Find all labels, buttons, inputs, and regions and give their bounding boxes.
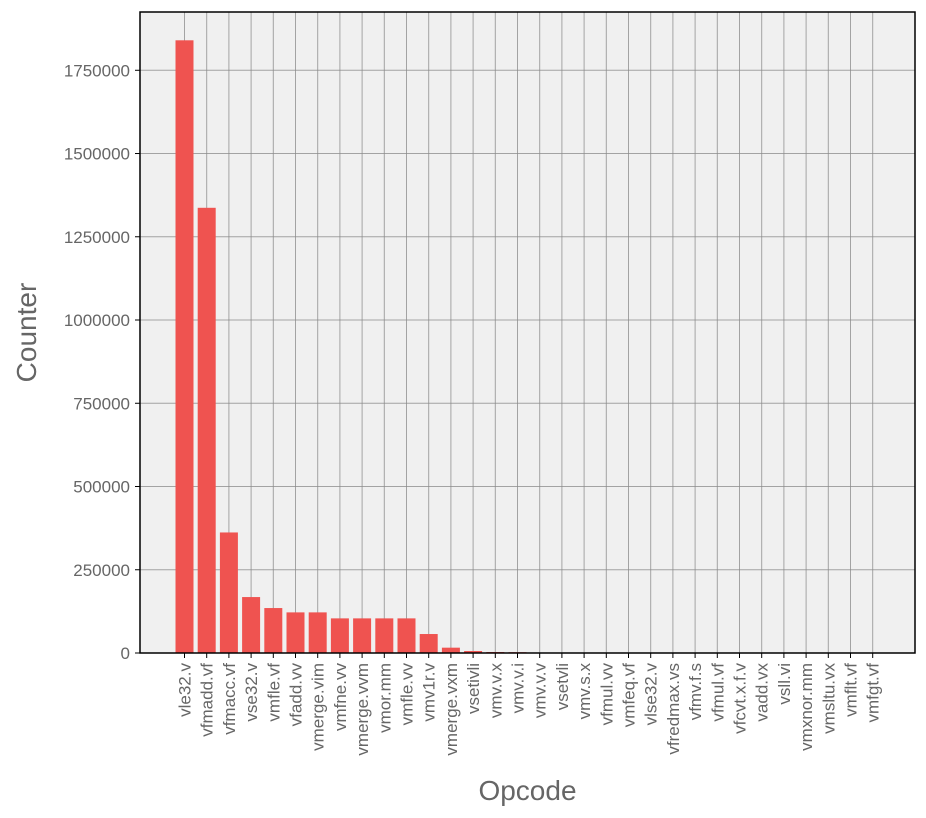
bars	[175, 40, 882, 654]
y-tick-label: 1750000	[64, 61, 130, 80]
x-tick-label: vmsltu.vx	[819, 663, 838, 734]
bar	[286, 612, 305, 653]
bar	[464, 651, 483, 653]
x-tick-label: vsetvli	[553, 663, 572, 710]
x-tick-label: vmfeq.vf	[620, 663, 639, 728]
y-tick-label: 750000	[73, 394, 130, 413]
x-tick-label: vfmv.f.s	[686, 663, 705, 720]
y-tick-label: 0	[121, 644, 130, 663]
bar	[375, 618, 394, 653]
x-axis-ticks: vle32.v vfmadd.vf vfmacc.vf vse32.v vmfle.vf…	[176, 653, 883, 756]
bar	[419, 634, 438, 653]
x-tick-label: vmflt.vf	[842, 663, 861, 717]
x-axis-title: Opcode	[478, 775, 576, 806]
x-tick-label: vmerge.vim	[309, 663, 328, 751]
y-tick-label: 250000	[73, 561, 130, 580]
bar	[242, 597, 261, 653]
bar	[353, 618, 372, 653]
axes-frame	[139, 11, 916, 654]
x-tick-label: vfredmax.vs	[664, 663, 683, 755]
x-tick-label: vmfle.vv	[398, 663, 417, 726]
y-tick-label: 1500000	[64, 145, 130, 164]
y-tick-label: 500000	[73, 478, 130, 497]
x-tick-label: vfadd.vv	[287, 663, 306, 727]
grid	[140, 12, 915, 653]
y-tick-label: 1250000	[64, 228, 130, 247]
x-tick-label: vfcvt.x.f.v	[731, 663, 750, 734]
x-tick-label: vmfne.vv	[331, 663, 350, 732]
x-tick-label: vmv1r.v	[420, 663, 439, 722]
plot-area	[140, 12, 915, 653]
x-tick-label: vmerge.vxm	[442, 663, 461, 756]
bar	[308, 612, 327, 653]
x-tick-label: vfmadd.vf	[198, 663, 217, 737]
x-tick-label: vmfgt.vf	[864, 663, 883, 723]
x-tick-label: vfmul.vv	[597, 663, 616, 726]
bar	[397, 618, 416, 653]
x-tick-label: vmv.v.v	[531, 663, 550, 719]
bar	[264, 608, 283, 653]
x-tick-label: vmv.s.x	[575, 663, 594, 720]
x-tick-label: vfmacc.vf	[220, 663, 239, 735]
bar	[197, 207, 216, 653]
x-tick-label: vmfle.vf	[264, 663, 283, 722]
x-tick-label: vsll.vi	[775, 663, 794, 705]
x-tick-label: vmor.mm	[375, 663, 394, 733]
bar	[330, 618, 349, 653]
x-tick-label: vle32.v	[176, 663, 195, 717]
bar	[219, 532, 238, 653]
x-tick-label: vfmul.vf	[708, 663, 727, 722]
x-tick-label: vadd.vx	[753, 663, 772, 722]
y-tick-label: 1000000	[64, 311, 130, 330]
x-tick-label: vmv.v.x	[486, 663, 505, 719]
x-tick-label: vmerge.vvm	[353, 663, 372, 756]
x-tick-label: vlse32.v	[642, 663, 661, 726]
x-tick-label: vmxnor.mm	[797, 663, 816, 751]
bar	[175, 40, 194, 654]
x-tick-label: vsetivli	[464, 663, 483, 714]
x-tick-label: vmv.v.i	[509, 663, 528, 713]
y-axis-ticks: 0 250000 500000 750000 1000000 1250000 1500000…	[64, 61, 140, 663]
y-axis-title: Counter	[11, 283, 42, 383]
x-tick-label: vse32.v	[242, 663, 261, 722]
bar	[441, 647, 460, 653]
